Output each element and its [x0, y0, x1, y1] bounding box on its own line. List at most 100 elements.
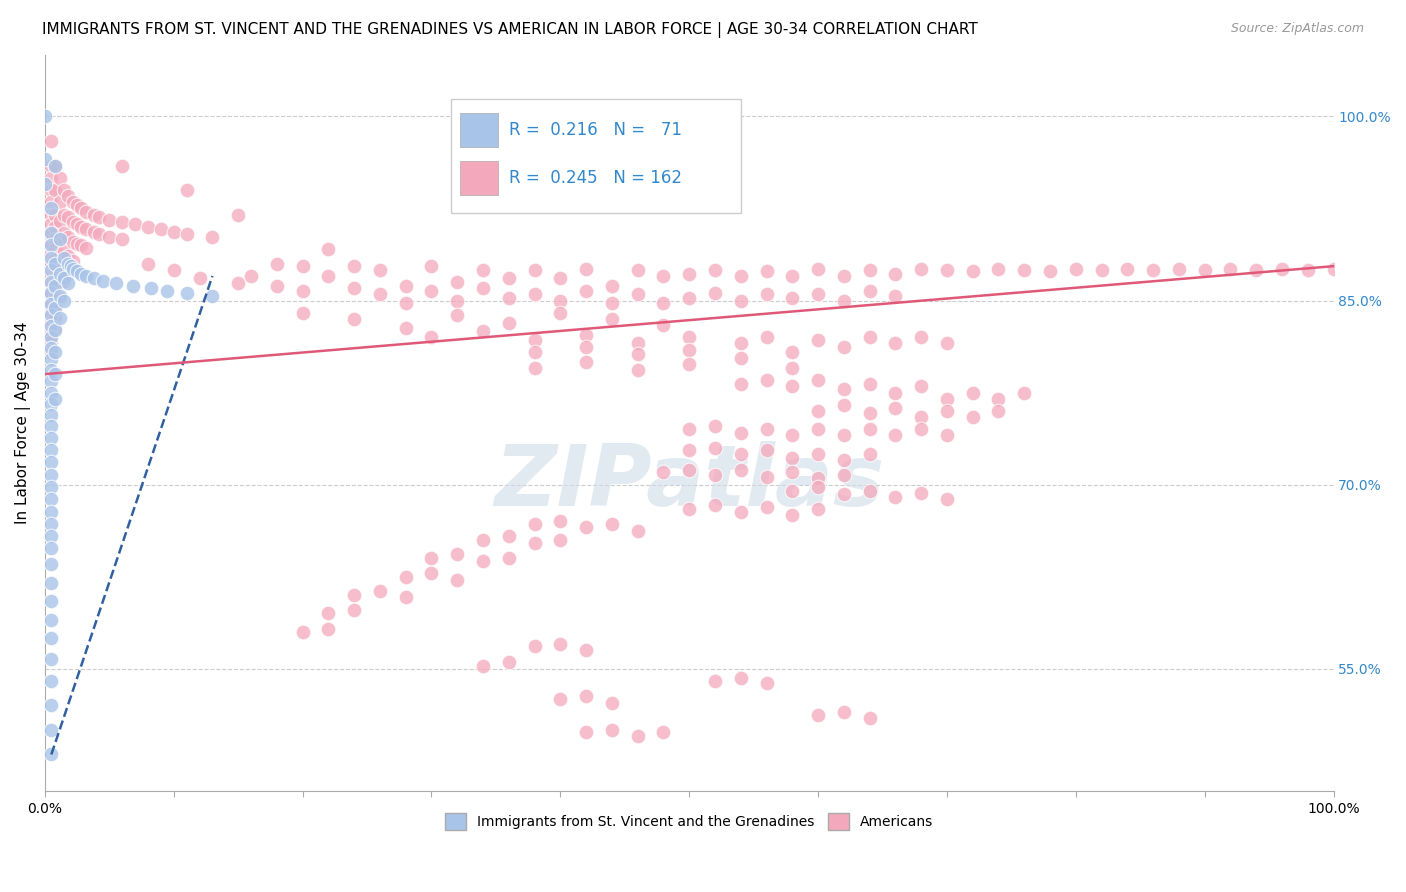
- Point: [575, 355, 598, 369]
- Point: [1116, 261, 1139, 276]
- Point: [420, 259, 443, 273]
- Point: [41, 226, 63, 240]
- Point: [730, 293, 752, 308]
- Point: [41, 202, 63, 216]
- Point: [832, 487, 855, 501]
- Point: [41, 492, 63, 507]
- Point: [49, 267, 72, 281]
- Point: [66, 264, 89, 278]
- Point: [627, 347, 650, 361]
- Point: [704, 418, 727, 433]
- Legend: Immigrants from St. Vincent and the Grenadines, Americans: Immigrants from St. Vincent and the Gren…: [440, 808, 939, 836]
- Point: [395, 320, 418, 334]
- Point: [575, 340, 598, 354]
- Point: [41, 275, 63, 289]
- Point: [962, 385, 984, 400]
- Point: [730, 672, 752, 686]
- Point: [44, 183, 66, 197]
- Point: [266, 257, 288, 271]
- Point: [858, 422, 880, 436]
- Point: [1039, 264, 1062, 278]
- Point: [34, 110, 56, 124]
- Point: [87, 227, 110, 242]
- Point: [446, 293, 468, 308]
- Text: R =  0.245   N = 162: R = 0.245 N = 162: [509, 169, 682, 187]
- Point: [523, 287, 546, 301]
- Point: [730, 463, 752, 477]
- Point: [53, 244, 76, 259]
- Point: [420, 284, 443, 298]
- Point: [41, 267, 63, 281]
- Point: [523, 640, 546, 654]
- Point: [104, 277, 127, 291]
- Point: [111, 215, 134, 229]
- Point: [240, 268, 263, 283]
- Point: [41, 558, 63, 572]
- Point: [498, 271, 520, 285]
- Point: [41, 375, 63, 389]
- Point: [44, 159, 66, 173]
- Point: [41, 134, 63, 148]
- Point: [832, 398, 855, 412]
- Point: [600, 312, 623, 326]
- Point: [368, 287, 391, 301]
- Point: [652, 465, 675, 479]
- Point: [678, 291, 700, 305]
- Point: [53, 251, 76, 265]
- Point: [575, 643, 598, 657]
- Point: [136, 257, 159, 271]
- Point: [600, 296, 623, 310]
- Point: [755, 676, 778, 690]
- Point: [176, 286, 198, 301]
- Point: [472, 281, 495, 295]
- Point: [41, 238, 63, 252]
- Point: [858, 263, 880, 277]
- Point: [34, 153, 56, 167]
- Point: [832, 428, 855, 442]
- Point: [343, 281, 366, 295]
- Point: [41, 575, 63, 590]
- Point: [627, 729, 650, 743]
- Point: [704, 286, 727, 301]
- Point: [111, 232, 134, 246]
- Point: [98, 229, 121, 244]
- Point: [782, 379, 804, 393]
- Point: [49, 232, 72, 246]
- FancyBboxPatch shape: [451, 99, 741, 213]
- Point: [41, 263, 63, 277]
- Point: [1296, 263, 1319, 277]
- Point: [472, 659, 495, 673]
- Point: [53, 274, 76, 288]
- Point: [858, 330, 880, 344]
- Point: [41, 237, 63, 252]
- Point: [49, 195, 72, 210]
- Point: [910, 410, 932, 425]
- Point: [188, 271, 211, 285]
- Point: [935, 492, 957, 507]
- Point: [44, 301, 66, 315]
- Point: [446, 548, 468, 562]
- Point: [59, 259, 82, 273]
- Text: Source: ZipAtlas.com: Source: ZipAtlas.com: [1230, 22, 1364, 36]
- Text: IMMIGRANTS FROM ST. VINCENT AND THE GRENADINES VS AMERICAN IN LABOR FORCE | AGE : IMMIGRANTS FROM ST. VINCENT AND THE GREN…: [42, 22, 979, 38]
- Point: [41, 529, 63, 543]
- Point: [41, 170, 63, 185]
- Point: [41, 443, 63, 458]
- Point: [730, 376, 752, 391]
- Point: [41, 308, 63, 322]
- Point: [652, 725, 675, 739]
- Point: [498, 551, 520, 566]
- Point: [201, 229, 224, 244]
- Point: [1142, 263, 1164, 277]
- Point: [652, 318, 675, 332]
- Point: [575, 284, 598, 298]
- Point: [70, 238, 93, 252]
- Point: [910, 379, 932, 393]
- Point: [44, 159, 66, 173]
- Point: [53, 259, 76, 273]
- Point: [472, 533, 495, 547]
- Point: [678, 357, 700, 371]
- Point: [41, 723, 63, 737]
- Point: [56, 189, 79, 203]
- Point: [498, 529, 520, 543]
